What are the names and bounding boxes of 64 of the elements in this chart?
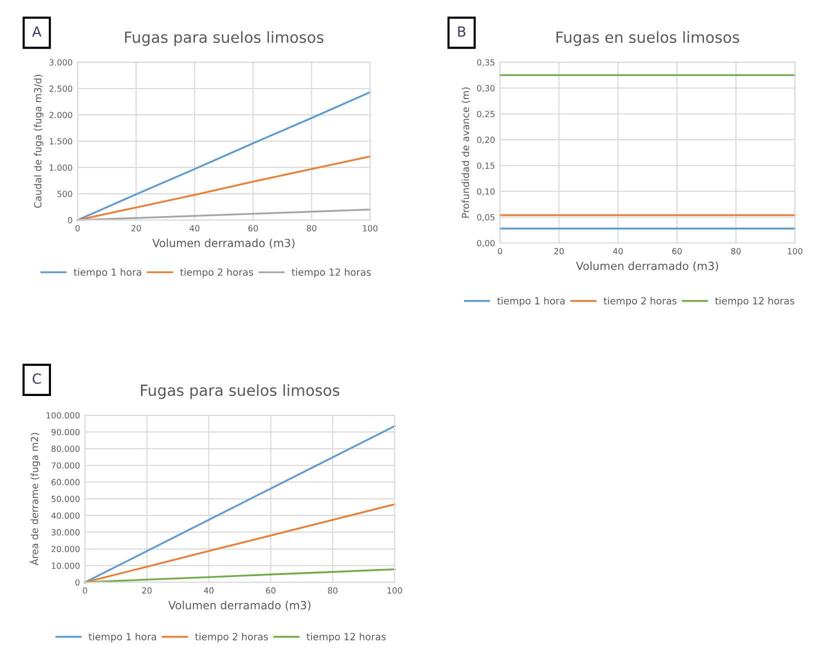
y-tick-label: 0,15 (477, 162, 494, 170)
legend-label: tiempo 1 hora (74, 268, 142, 278)
chart-title: Fugas para suelos limosos (141, 384, 340, 400)
legend-label: tiempo 2 horas (195, 632, 268, 642)
legend-label: tiempo 2 horas (604, 296, 677, 306)
legend-label: tiempo 1 hora (88, 632, 156, 642)
x-tick-label: 100 (363, 225, 378, 232)
x-axis-title: Volumen derramado (m3) (168, 600, 310, 611)
legend-label: tiempo 2 horas (180, 268, 254, 278)
legend-label: tiempo 12 horas (292, 268, 371, 278)
y-tick-label: 20.000 (52, 546, 80, 552)
x-axis-title: Volumen derramado (m3) (576, 261, 718, 272)
y-axis-title: Área de derrame (fuga m2) (29, 433, 40, 566)
y-tick-label: 0 (68, 217, 72, 224)
chart-title: Fugas para suelos limosos (125, 31, 324, 46)
y-tick-label: 40.000 (51, 512, 80, 519)
y-tick-label: 60.000 (52, 479, 80, 486)
y-tick-label: 0 (75, 579, 80, 586)
x-tick-label: 20 (131, 225, 141, 232)
y-tick-label: 50.000 (52, 496, 80, 502)
y-tick-label: 3.000 (50, 59, 72, 66)
x-tick-label: 60 (248, 225, 258, 232)
x-tick-label: 80 (328, 587, 338, 594)
legend-label: tiempo 12 horas (715, 296, 794, 306)
legend-label: tiempo 1 hora (497, 296, 565, 306)
y-tick-label: 1.500 (50, 138, 72, 144)
x-tick-label: 80 (306, 225, 316, 232)
y-tick-label: 0,30 (477, 85, 495, 92)
x-tick-label: 80 (731, 248, 741, 254)
chart-title: Fugas en suelos limosos (556, 31, 740, 46)
y-tick-label: 0,20 (477, 136, 495, 144)
x-tick-label: 60 (266, 587, 276, 594)
x-tick-label: 40 (204, 587, 214, 594)
y-tick-label: 0,25 (477, 110, 494, 118)
x-axis-title: Volumen derramado (m3) (152, 238, 294, 248)
y-tick-label: 30.000 (52, 529, 80, 536)
x-tick-label: 0 (82, 587, 88, 594)
y-tick-label: 2.000 (50, 112, 72, 118)
y-tick-label: 2.500 (50, 86, 72, 92)
text: A (32, 26, 42, 37)
y-axis-title: Profundidad de avance (m) (462, 87, 470, 218)
y-tick-label: 0,10 (477, 188, 495, 196)
y-tick-label: 90.000 (51, 428, 80, 436)
x-tick-label: 20 (142, 587, 152, 594)
x-tick-label: 100 (788, 248, 802, 254)
x-tick-label: 60 (672, 248, 682, 254)
x-tick-label: 0 (498, 248, 502, 254)
y-tick-label: 0,35 (477, 59, 494, 66)
y-tick-label: 10.000 (52, 562, 80, 569)
y-tick-label: 100.000 (46, 412, 80, 419)
x-tick-label: 100 (388, 587, 402, 594)
y-tick-label: 1.000 (50, 164, 72, 171)
y-tick-label: 0,00 (477, 240, 495, 248)
y-tick-label: 80.000 (52, 446, 80, 452)
y-tick-label: 70.000 (52, 462, 80, 469)
x-tick-label: 40 (613, 248, 623, 254)
x-tick-label: 40 (190, 225, 200, 232)
x-tick-label: 20 (554, 248, 564, 254)
y-tick-label: 500 (57, 190, 72, 198)
legend-label: tiempo 12 horas (306, 632, 386, 642)
y-tick-label: 0,05 (477, 214, 494, 222)
text: C (32, 373, 41, 384)
text: B (458, 26, 466, 37)
y-axis-title: Caudal de fuga (fuga m3/d) (34, 74, 44, 208)
